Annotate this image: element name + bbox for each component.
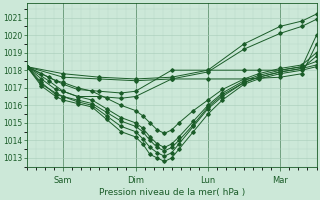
X-axis label: Pression niveau de la mer( hPa ): Pression niveau de la mer( hPa ) <box>99 188 245 197</box>
